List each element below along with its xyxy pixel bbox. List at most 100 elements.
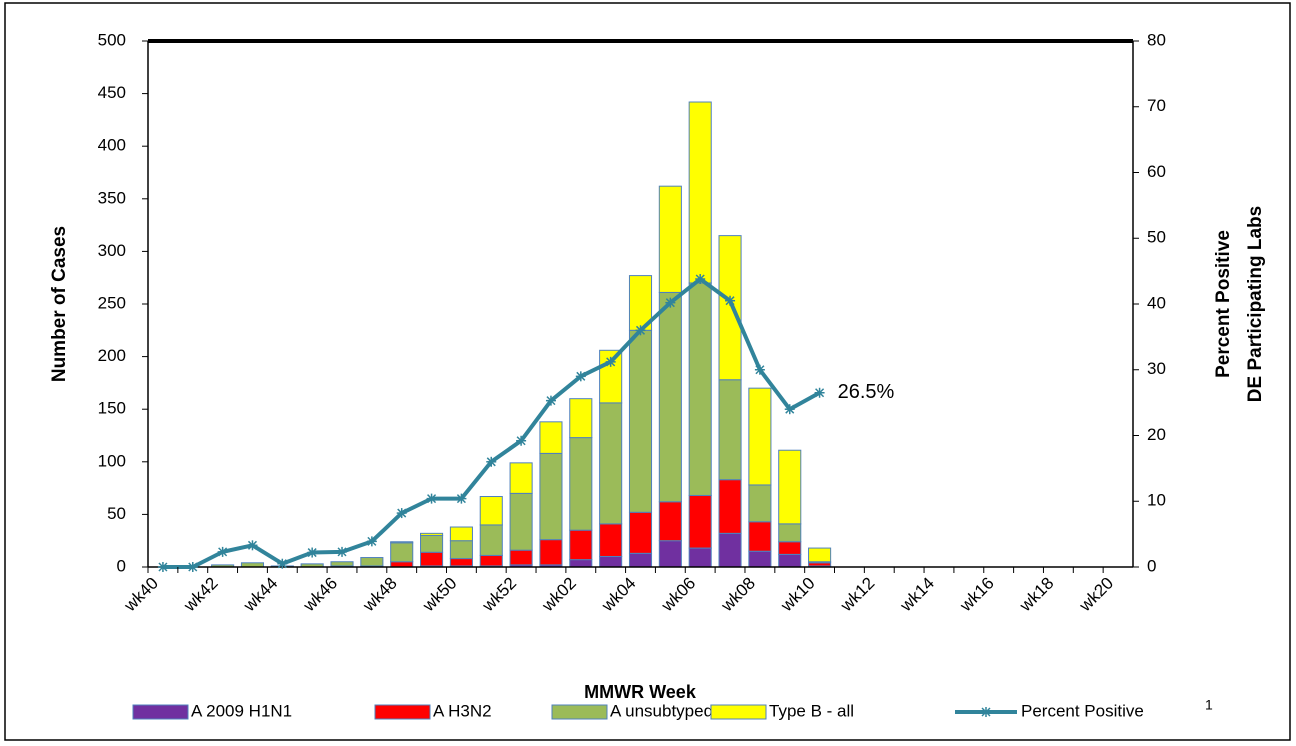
point-marker — [247, 540, 258, 551]
bar — [688, 494, 712, 549]
y2-tick-label: 20 — [1147, 425, 1166, 444]
legend-label: A H3N2 — [433, 701, 492, 720]
y2-tick-label: 50 — [1147, 228, 1166, 247]
marker-stroke — [456, 494, 466, 504]
bar — [569, 529, 593, 561]
point-marker — [426, 493, 437, 504]
bar — [748, 550, 772, 568]
bar — [330, 561, 354, 567]
marker-stroke — [486, 457, 496, 467]
y-tick-label: 150 — [98, 399, 126, 418]
marker-stroke — [635, 325, 646, 335]
bar — [509, 462, 533, 494]
bar — [479, 496, 503, 526]
marker-stroke — [755, 365, 765, 375]
bar — [420, 551, 444, 567]
y-tick-label: 0 — [117, 556, 126, 575]
point-marker — [814, 387, 825, 398]
bar — [688, 547, 712, 568]
y2-tick-label: 10 — [1147, 491, 1166, 510]
bar — [628, 329, 653, 513]
bar — [718, 235, 742, 381]
marker-stroke — [576, 371, 586, 381]
bar — [569, 398, 593, 439]
bar — [658, 501, 682, 542]
marker-stroke — [785, 404, 795, 414]
y2-tick-label: 30 — [1147, 359, 1166, 378]
marker-stroke — [606, 357, 616, 367]
y-tick-label: 300 — [98, 241, 126, 260]
bar — [420, 534, 444, 553]
point-marker — [307, 547, 318, 558]
point-marker — [754, 364, 765, 375]
bar — [718, 479, 742, 534]
y-tick-label: 50 — [107, 504, 126, 523]
point-marker — [725, 295, 736, 306]
point-marker — [486, 456, 497, 467]
point-marker — [456, 493, 467, 504]
bar — [509, 549, 533, 566]
bar — [479, 524, 503, 556]
legend-swatch — [710, 704, 767, 720]
point-marker — [277, 558, 288, 569]
bar — [569, 559, 593, 568]
bar — [658, 185, 682, 293]
point-marker — [396, 508, 407, 519]
point-marker — [187, 562, 198, 572]
marker-stroke — [665, 298, 675, 308]
bar — [599, 523, 623, 557]
bar — [539, 539, 563, 566]
bar — [748, 484, 772, 523]
y-tick-label: 500 — [98, 30, 126, 49]
bar — [628, 552, 653, 568]
y2-tick-label: 80 — [1147, 30, 1166, 49]
y2-axis-title: DE Participating Labs — [1245, 206, 1266, 402]
y-tick-label: 100 — [98, 451, 126, 470]
point-marker — [516, 435, 527, 446]
y2-tick-label: 60 — [1147, 162, 1166, 181]
bar — [778, 553, 802, 568]
bar — [658, 291, 682, 503]
y-tick-label: 350 — [98, 188, 126, 207]
point-marker — [217, 546, 228, 557]
bar — [539, 421, 563, 454]
marker-stroke — [815, 388, 825, 398]
bar — [718, 379, 742, 481]
legend-label: A 2009 H1N1 — [191, 701, 292, 720]
point-marker — [366, 536, 377, 547]
marker-stroke — [218, 547, 228, 557]
bar — [390, 542, 414, 563]
point-marker — [695, 274, 706, 285]
bar — [449, 526, 473, 542]
y-tick-label: 250 — [98, 293, 126, 312]
y2-axis-title: Percent Positive — [1213, 230, 1234, 378]
bar — [808, 547, 832, 563]
point-marker — [545, 395, 556, 406]
point-marker — [784, 404, 795, 415]
bar — [748, 387, 772, 486]
bar — [748, 521, 772, 552]
bar — [390, 541, 414, 544]
y-tick-label: 450 — [98, 83, 126, 102]
bar — [539, 452, 563, 541]
marker-stroke — [247, 540, 258, 550]
legend-swatch — [551, 704, 608, 720]
bar — [390, 561, 414, 568]
y-tick-label: 400 — [98, 136, 126, 155]
point-marker — [605, 356, 616, 367]
bar — [599, 402, 623, 525]
y2-tick-label: 0 — [1147, 556, 1156, 575]
point-marker — [575, 371, 586, 382]
y2-tick-label: 40 — [1147, 293, 1166, 312]
marker-stroke — [277, 559, 287, 569]
bar — [778, 541, 802, 555]
legend-footnote: 1 — [1205, 697, 1213, 713]
legend-swatch — [374, 704, 431, 720]
marker-stroke — [427, 494, 437, 504]
y-tick-label: 200 — [98, 346, 126, 365]
data-label: 26.5% — [838, 381, 895, 403]
marker-stroke — [367, 536, 377, 546]
bar — [718, 532, 742, 568]
marker-stroke — [981, 707, 991, 717]
